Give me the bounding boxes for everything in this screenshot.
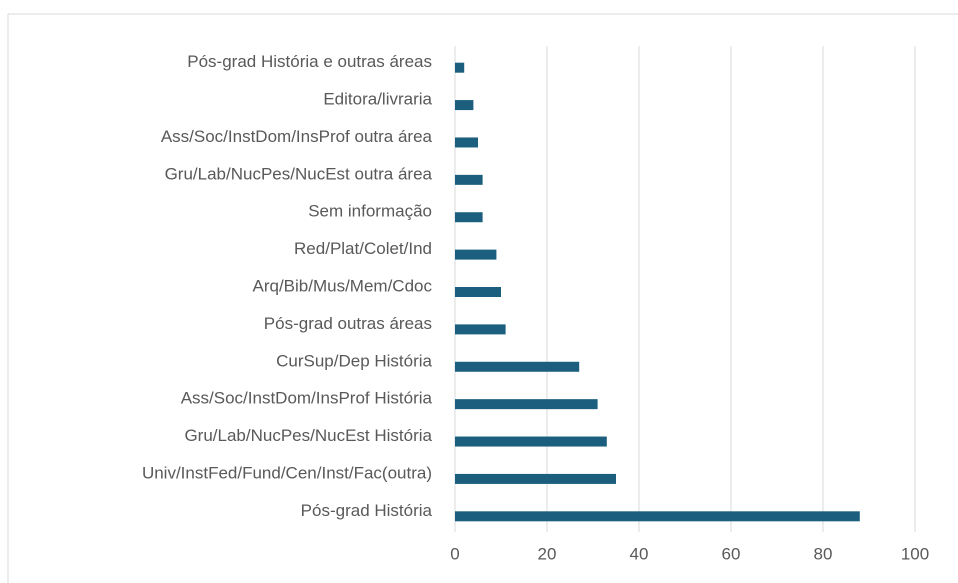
x-tick-label: 0: [450, 544, 459, 563]
bar: [455, 212, 483, 223]
x-tick-label: 60: [722, 544, 741, 563]
y-tick-label: Arq/Bib/Mus/Mem/Cdoc: [253, 276, 433, 295]
bar: [455, 436, 607, 447]
y-tick-label: Red/Plat/Colet/Ind: [294, 239, 432, 258]
y-tick-label: Pós-grad História e outras áreas: [187, 52, 432, 71]
bar: [455, 324, 506, 335]
y-tick-label: Gru/Lab/NucPes/NucEst outra área: [165, 164, 433, 183]
x-tick-label: 80: [814, 544, 833, 563]
bar: [455, 399, 598, 410]
y-tick-label: Sem informação: [308, 202, 432, 221]
y-tick-label: Pós-grad outras áreas: [264, 314, 432, 333]
y-tick-label: Univ/InstFed/Fund/Cen/Inst/Fac(outra): [142, 463, 432, 482]
bar: [455, 137, 478, 148]
x-tick-label: 20: [538, 544, 557, 563]
bar: [455, 174, 483, 185]
y-tick-label: CurSup/Dep História: [276, 351, 432, 370]
bar: [455, 361, 580, 372]
y-tick-label: Ass/Soc/InstDom/InsProf outra área: [161, 127, 433, 146]
bar: [455, 249, 497, 260]
x-tick-label: 40: [630, 544, 649, 563]
y-tick-label: Pós-grad História: [301, 501, 433, 520]
x-tick-label: 100: [901, 544, 929, 563]
y-tick-label: Ass/Soc/InstDom/InsProf História: [181, 389, 433, 408]
bar: [455, 62, 465, 73]
y-tick-label: Editora/livraria: [323, 90, 432, 109]
bar: [455, 287, 501, 297]
bar: [455, 473, 616, 484]
bar: [455, 511, 860, 522]
y-tick-label: Gru/Lab/NucPes/NucEst História: [184, 426, 432, 445]
bar: [455, 100, 474, 111]
